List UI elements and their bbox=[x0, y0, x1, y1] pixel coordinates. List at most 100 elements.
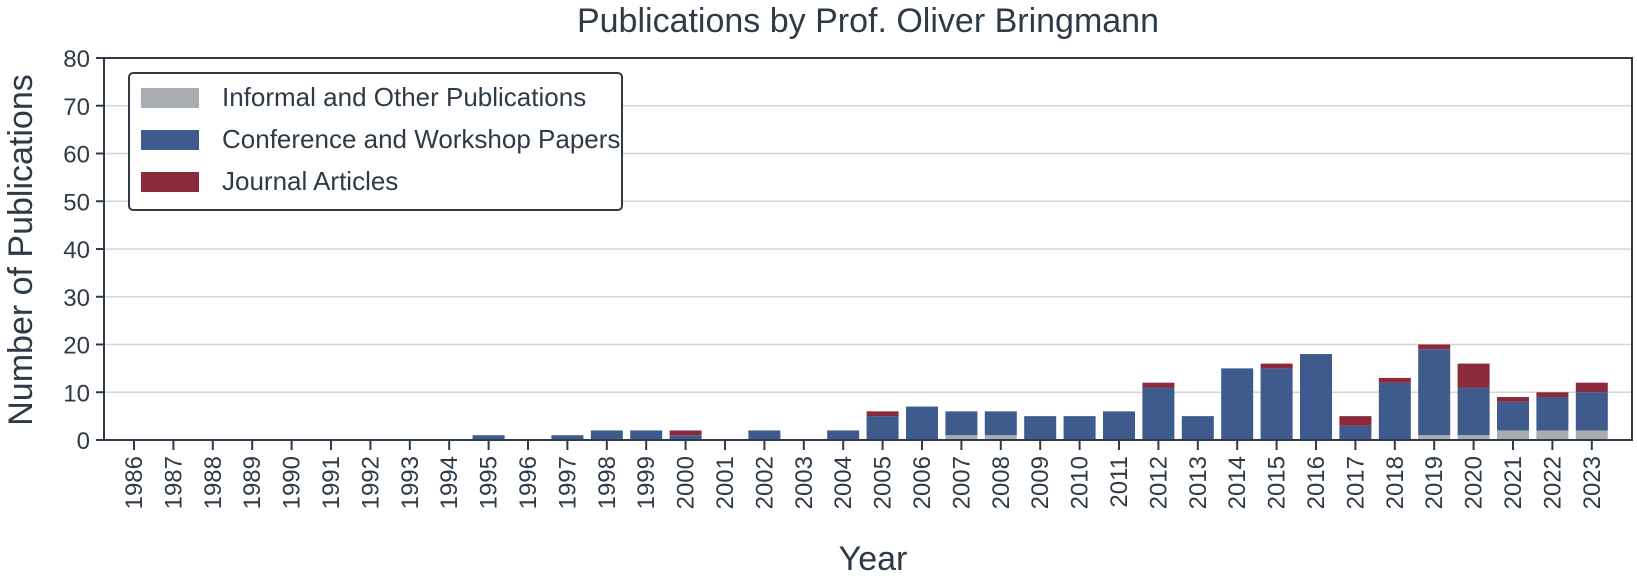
x-tick-label: 2007 bbox=[948, 456, 975, 509]
x-tick-label: 2004 bbox=[830, 456, 857, 509]
x-tick-label: 1989 bbox=[239, 456, 266, 509]
legend-box bbox=[128, 72, 623, 211]
y-axis-label: Number of Publications bbox=[2, 74, 40, 426]
bar-segment bbox=[1418, 435, 1451, 440]
x-tick-label: 2023 bbox=[1579, 456, 1606, 509]
bars-group bbox=[472, 344, 1608, 440]
bar-segment bbox=[906, 406, 938, 440]
x-tick-label: 1992 bbox=[357, 456, 384, 509]
x-tick-label: 2014 bbox=[1224, 456, 1251, 509]
bar-segment bbox=[1103, 411, 1135, 440]
x-tick-label: 2016 bbox=[1303, 456, 1330, 509]
x-tick-label: 2003 bbox=[791, 456, 818, 509]
bar-segment bbox=[866, 416, 899, 440]
chart-title: Publications by Prof. Oliver Bringmann bbox=[577, 2, 1159, 40]
x-axis-label: Year bbox=[839, 540, 908, 578]
legend-label: Conference and Workshop Papers bbox=[222, 124, 620, 154]
bar-segment bbox=[1457, 387, 1490, 436]
bar-segment bbox=[669, 430, 702, 436]
x-tick-label: 1995 bbox=[476, 456, 503, 509]
bar-segment bbox=[1339, 425, 1372, 440]
bar-segment bbox=[1339, 416, 1372, 426]
bar-segment bbox=[1024, 416, 1057, 440]
x-tick-label: 1998 bbox=[594, 456, 621, 509]
bar-segment bbox=[1575, 382, 1608, 393]
bar-segment bbox=[1142, 387, 1175, 440]
bar-segment bbox=[1457, 363, 1490, 388]
y-tick-label: 50 bbox=[63, 189, 90, 216]
x-tick-label: 2020 bbox=[1461, 456, 1488, 509]
x-tick-label: 1990 bbox=[279, 456, 306, 509]
bar-segment bbox=[1497, 401, 1529, 431]
y-tick-label: 10 bbox=[63, 380, 90, 407]
x-tick-label: 2019 bbox=[1421, 456, 1448, 509]
x-tick-label: 2002 bbox=[751, 456, 778, 509]
x-tick-label: 2000 bbox=[673, 456, 700, 509]
bar-segment bbox=[630, 430, 663, 440]
bar-segment bbox=[1142, 382, 1175, 388]
x-tick-label: 2018 bbox=[1382, 456, 1409, 509]
x-tick-label: 1987 bbox=[160, 456, 187, 509]
y-tick-label: 80 bbox=[63, 46, 90, 73]
x-tick-label: 1991 bbox=[318, 456, 345, 509]
x-tick-label: 2001 bbox=[712, 456, 739, 509]
bar-segment bbox=[1536, 397, 1569, 431]
y-tick-label: 70 bbox=[63, 94, 90, 121]
bar-segment bbox=[748, 430, 781, 440]
y-axis-ticks: 0 10 20 30 40 50 60 70 80 bbox=[63, 46, 104, 455]
y-tick-label: 20 bbox=[63, 333, 90, 360]
x-tick-label: 2010 bbox=[1067, 456, 1094, 509]
bar-segment bbox=[1418, 349, 1451, 436]
bar-segment bbox=[1260, 368, 1293, 440]
bar-segment bbox=[1181, 416, 1214, 440]
x-tick-label: 2013 bbox=[1185, 456, 1212, 509]
bar-segment bbox=[1300, 354, 1332, 440]
legend-swatch bbox=[141, 172, 199, 192]
bar-segment bbox=[1575, 430, 1608, 440]
bar-segment bbox=[1260, 363, 1293, 369]
x-tick-label: 2015 bbox=[1264, 456, 1291, 509]
x-tick-label: 2021 bbox=[1500, 456, 1527, 509]
x-tick-label: 1988 bbox=[200, 456, 227, 509]
bar-segment bbox=[1063, 416, 1096, 440]
bar-segment bbox=[1457, 435, 1490, 440]
x-tick-label: 1997 bbox=[554, 456, 581, 509]
x-tick-label: 2012 bbox=[1145, 456, 1172, 509]
bar-segment bbox=[945, 435, 978, 440]
bar-segment bbox=[590, 430, 623, 440]
bar-segment bbox=[669, 435, 702, 440]
y-tick-label: 0 bbox=[77, 428, 90, 455]
bar-segment bbox=[1497, 397, 1529, 402]
bar-segment bbox=[1536, 392, 1569, 398]
x-tick-label: 2011 bbox=[1106, 456, 1133, 508]
x-tick-label: 1999 bbox=[633, 456, 660, 509]
bar-segment bbox=[827, 430, 860, 440]
x-tick-label: 2017 bbox=[1342, 456, 1369, 509]
bar-segment bbox=[1378, 382, 1411, 440]
y-tick-label: 40 bbox=[63, 237, 90, 264]
bar-segment bbox=[472, 435, 505, 440]
bar-segment bbox=[945, 411, 978, 436]
bar-segment bbox=[1575, 392, 1608, 431]
bar-segment bbox=[866, 411, 899, 417]
y-tick-label: 60 bbox=[63, 142, 90, 169]
bar-segment bbox=[1418, 344, 1451, 350]
x-tick-label: 2009 bbox=[1027, 456, 1054, 509]
legend-swatch bbox=[141, 130, 199, 150]
legend-label: Informal and Other Publications bbox=[222, 82, 586, 112]
x-tick-label: 1986 bbox=[121, 456, 148, 509]
x-tick-label: 2006 bbox=[909, 456, 936, 509]
bar-segment bbox=[1536, 430, 1569, 440]
x-tick-label: 2005 bbox=[870, 456, 897, 509]
x-axis-ticks: 1986 1987 1988 1989 1990 1991 1992 1993 1994 1995… bbox=[121, 440, 1606, 509]
x-tick-label: 2008 bbox=[988, 456, 1015, 509]
bar-segment bbox=[1221, 368, 1254, 440]
bar-segment bbox=[984, 435, 1017, 440]
legend: Informal and Other Publications Conferenc… bbox=[128, 72, 623, 211]
bar-segment bbox=[1378, 377, 1411, 383]
x-tick-label: 2022 bbox=[1539, 456, 1566, 509]
bar-segment bbox=[1497, 430, 1529, 440]
x-tick-label: 1994 bbox=[436, 456, 463, 509]
